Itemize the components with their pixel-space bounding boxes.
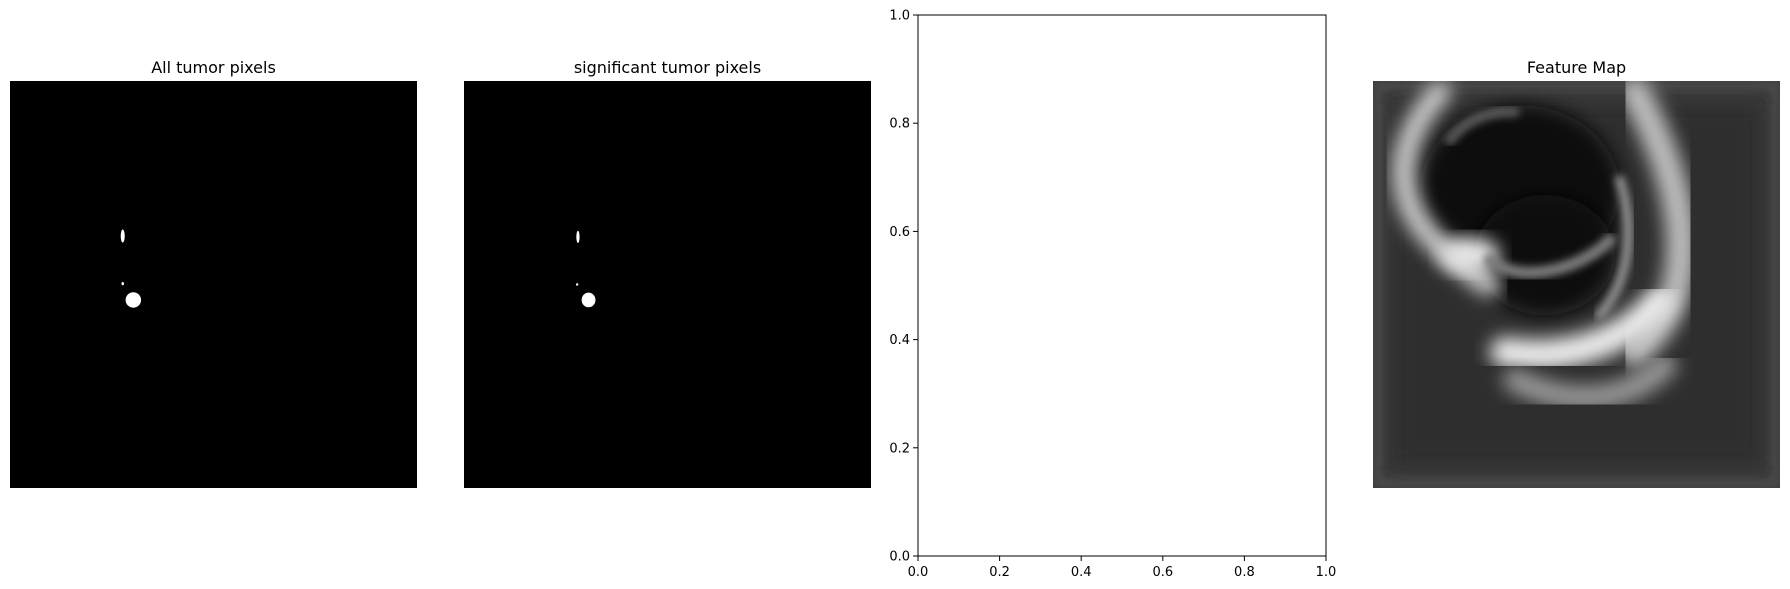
y-tick-label-0: 0.0 (889, 550, 910, 565)
x-tick-label-3: 0.6 (1152, 565, 1173, 580)
y-tick-label-4: 0.8 (889, 117, 910, 132)
tumor-blob-0 (576, 230, 580, 243)
x-tick-label-1: 0.2 (989, 565, 1010, 580)
y-tick-label-5: 1.0 (889, 9, 910, 24)
panel-significant-tumor-pixels: significant tumor pixels (464, 58, 871, 488)
tumor-blob-1 (575, 283, 579, 286)
panel-title-all-tumor: All tumor pixels (151, 58, 276, 77)
x-tick-label-5: 1.0 (1316, 565, 1337, 580)
x-axis-ticks: 0.0 0.2 0.4 0.6 0.8 1.0 (908, 556, 1337, 580)
panel-title-significant-tumor: significant tumor pixels (574, 58, 761, 77)
tumor-blob-layer (120, 229, 142, 308)
significant-blob-layer (575, 230, 596, 308)
y-tick-label-2: 0.4 (889, 333, 910, 348)
tumor-blob-2 (125, 292, 142, 308)
y-axis-ticks: 0.0 0.2 0.4 0.6 0.8 1.0 (889, 9, 918, 565)
panel-all-tumor-pixels: All tumor pixels (10, 58, 417, 488)
x-tick-label-2: 0.4 (1071, 565, 1092, 580)
y-tick-label-1: 0.2 (889, 441, 910, 456)
panel-feature-map: Feature Map (1373, 58, 1780, 488)
x-tick-label-4: 0.8 (1234, 565, 1255, 580)
panel-title-feature-map: Feature Map (1527, 58, 1626, 77)
feature-map-image (1373, 81, 1780, 488)
tumor-blob-2 (581, 292, 596, 308)
y-tick-label-3: 0.6 (889, 225, 910, 240)
empty-axes-frame (917, 14, 1327, 557)
x-tick-label-0: 0.0 (908, 565, 929, 580)
tumor-blob-0 (120, 229, 125, 243)
tumor-blob-1 (121, 282, 124, 286)
image-significant-tumor (464, 81, 871, 488)
panel-empty-axes: 0.0 0.2 0.4 0.6 0.8 1.0 0.0 0.2 0.4 0.6 0.8 1.0 (889, 9, 1336, 581)
image-all-tumor (10, 81, 417, 488)
